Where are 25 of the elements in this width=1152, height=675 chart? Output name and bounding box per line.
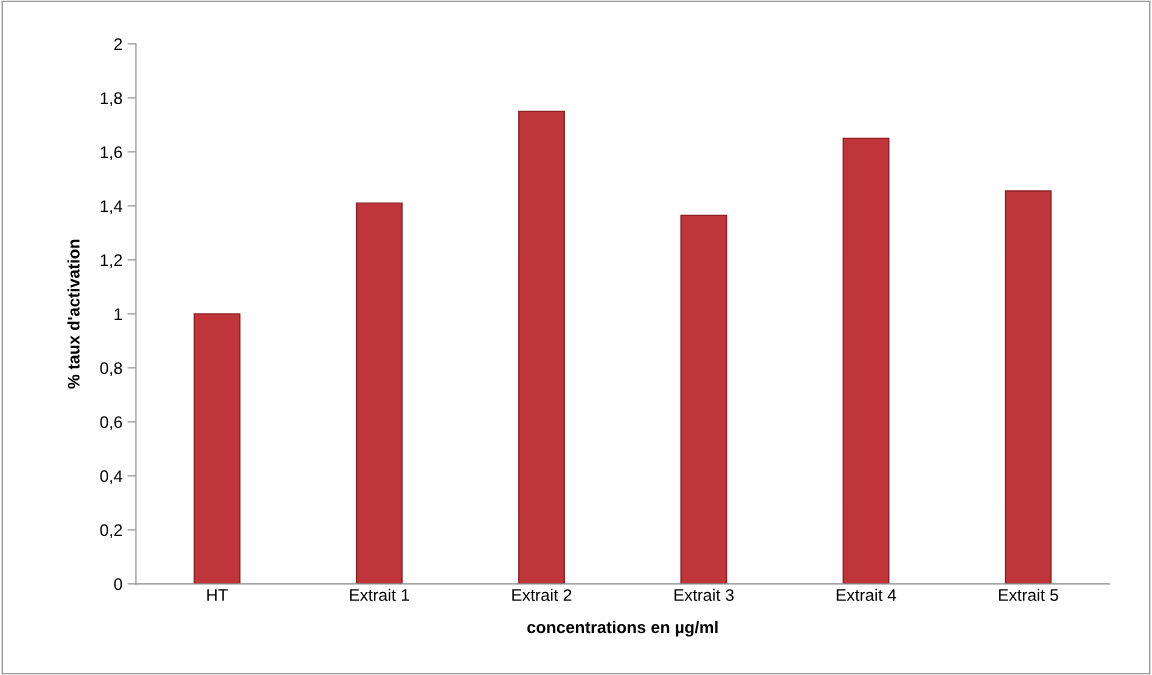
bar [680, 214, 728, 584]
y-tick-label: 0 [114, 578, 123, 591]
y-tick-label: 1,4 [100, 200, 123, 215]
x-axis-title: concentrations en µg/ml [527, 620, 718, 637]
y-tick-label: 0,2 [100, 524, 122, 539]
x-tick-label: Extrait 2 [512, 588, 572, 601]
bar [193, 313, 241, 584]
bar [355, 202, 403, 584]
bar [1004, 190, 1052, 584]
x-tick-label: HT [207, 589, 228, 601]
x-tick-label: Extrait 5 [999, 588, 1059, 601]
x-tick-label: Extrait 4 [836, 588, 897, 601]
y-tick-label: 0,4 [100, 470, 123, 485]
y-tick-label: 1,6 [100, 146, 123, 161]
y-tick-label: 1,8 [100, 92, 123, 107]
y-tick-label: 0,8 [100, 362, 123, 377]
x-tick-label: Extrait 1 [350, 588, 410, 601]
y-tick-label: 0,6 [100, 416, 123, 431]
bar [518, 110, 565, 584]
y-tick-label: 2 [114, 38, 122, 50]
y-tick-label: 1,2 [100, 254, 122, 269]
y-tick-label: 1 [114, 308, 122, 320]
x-tick-label: Extrait 3 [674, 588, 734, 601]
bar [842, 137, 890, 584]
y-axis-title: % taux d'activation [67, 239, 80, 389]
